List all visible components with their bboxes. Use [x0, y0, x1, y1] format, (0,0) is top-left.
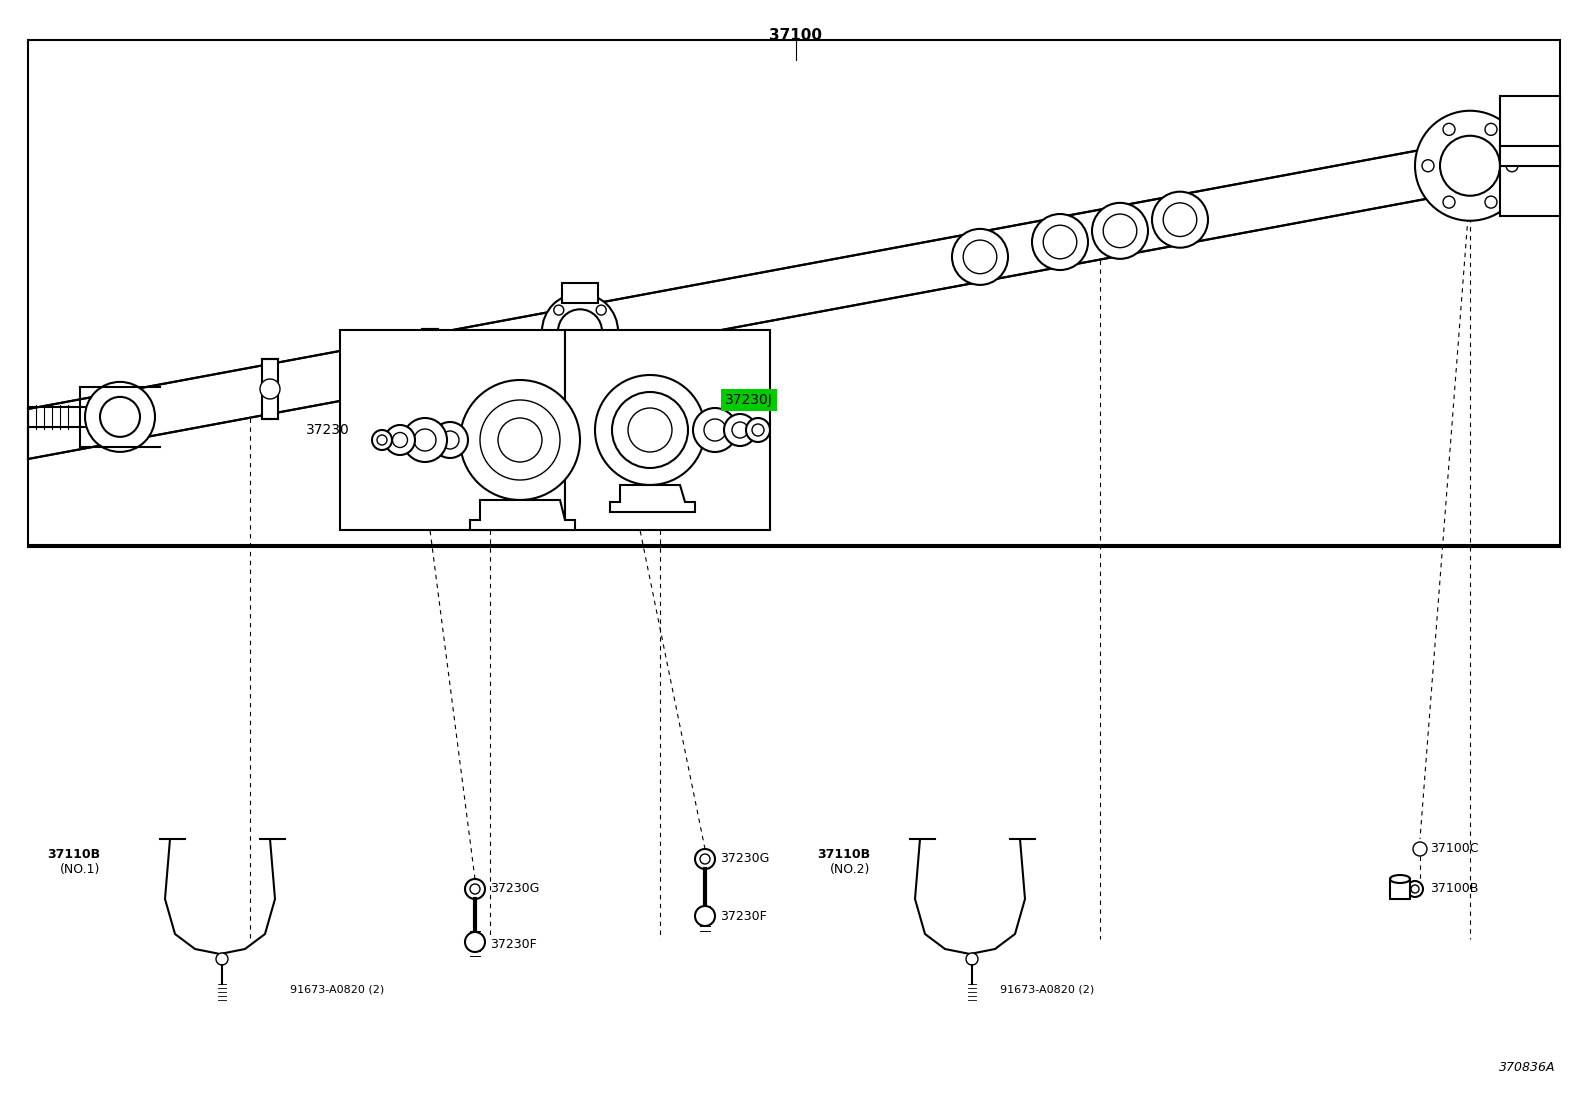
Circle shape	[966, 953, 977, 965]
Circle shape	[1442, 123, 1455, 135]
Text: 37110B: 37110B	[817, 847, 869, 861]
Bar	[341, 330, 565, 530]
Circle shape	[559, 309, 602, 353]
Text: 37230G: 37230G	[720, 853, 769, 866]
Circle shape	[704, 419, 726, 441]
Circle shape	[420, 349, 439, 369]
Circle shape	[1153, 191, 1208, 247]
Bar	[263, 359, 279, 419]
Circle shape	[611, 392, 688, 468]
Text: 37230: 37230	[306, 423, 350, 437]
Text: 37230F: 37230F	[720, 910, 767, 922]
Circle shape	[1411, 885, 1418, 893]
Bar	[422, 330, 438, 389]
Circle shape	[700, 854, 710, 864]
Circle shape	[465, 932, 486, 952]
Circle shape	[100, 397, 140, 437]
Circle shape	[403, 418, 447, 462]
Bar	[1500, 146, 1560, 166]
Bar	[562, 284, 599, 303]
Polygon shape	[610, 485, 696, 512]
Text: 370836A: 370836A	[1498, 1061, 1555, 1074]
Circle shape	[696, 906, 715, 926]
Text: 91673-A0820 (2): 91673-A0820 (2)	[1000, 984, 1094, 993]
Text: 37110B: 37110B	[46, 847, 100, 861]
Circle shape	[554, 306, 564, 315]
Circle shape	[470, 884, 481, 893]
Circle shape	[1032, 214, 1087, 270]
Polygon shape	[470, 500, 575, 530]
Circle shape	[696, 850, 715, 869]
Circle shape	[1506, 159, 1519, 171]
Circle shape	[1103, 214, 1137, 247]
Circle shape	[460, 380, 579, 500]
Bar	[1390, 879, 1411, 899]
Circle shape	[1092, 203, 1148, 259]
Circle shape	[84, 381, 154, 452]
Text: 37100C: 37100C	[1430, 843, 1479, 855]
Bar	[562, 359, 599, 379]
Text: 37230F: 37230F	[490, 937, 537, 951]
Circle shape	[1442, 196, 1455, 208]
Circle shape	[724, 414, 756, 446]
Circle shape	[597, 306, 607, 315]
Circle shape	[1441, 136, 1500, 196]
Text: 37230G: 37230G	[490, 882, 540, 896]
Circle shape	[1164, 203, 1197, 236]
Text: 91673-A0820 (2): 91673-A0820 (2)	[290, 984, 384, 993]
Circle shape	[541, 293, 618, 369]
Circle shape	[1422, 159, 1434, 171]
Circle shape	[1043, 225, 1076, 259]
Circle shape	[498, 418, 541, 462]
Circle shape	[554, 347, 564, 357]
Circle shape	[465, 879, 486, 899]
Circle shape	[1485, 196, 1496, 208]
Text: 37230J: 37230J	[724, 393, 772, 407]
Circle shape	[1415, 111, 1525, 221]
Text: (NO.2): (NO.2)	[829, 863, 869, 876]
Circle shape	[963, 240, 997, 274]
Bar	[1500, 97, 1560, 217]
Circle shape	[1414, 842, 1426, 856]
Polygon shape	[29, 124, 1559, 459]
Circle shape	[441, 431, 458, 449]
Circle shape	[259, 379, 280, 399]
Circle shape	[431, 422, 468, 458]
Text: (NO.1): (NO.1)	[59, 863, 100, 876]
Text: 37100: 37100	[769, 27, 823, 43]
Circle shape	[393, 433, 408, 447]
Circle shape	[751, 424, 764, 436]
Circle shape	[414, 429, 436, 451]
Text: 37100B: 37100B	[1430, 882, 1479, 896]
Circle shape	[597, 347, 607, 357]
Circle shape	[1407, 881, 1423, 897]
Circle shape	[627, 408, 672, 452]
Bar	[565, 330, 771, 530]
Circle shape	[693, 408, 737, 452]
Circle shape	[385, 425, 416, 455]
Circle shape	[952, 229, 1008, 285]
Circle shape	[373, 430, 392, 449]
Circle shape	[595, 375, 705, 485]
Circle shape	[377, 435, 387, 445]
Bar	[29, 40, 1560, 545]
Circle shape	[217, 953, 228, 965]
Circle shape	[1485, 123, 1496, 135]
Circle shape	[732, 422, 748, 439]
Circle shape	[481, 400, 560, 480]
Circle shape	[747, 418, 771, 442]
Ellipse shape	[1390, 875, 1411, 882]
